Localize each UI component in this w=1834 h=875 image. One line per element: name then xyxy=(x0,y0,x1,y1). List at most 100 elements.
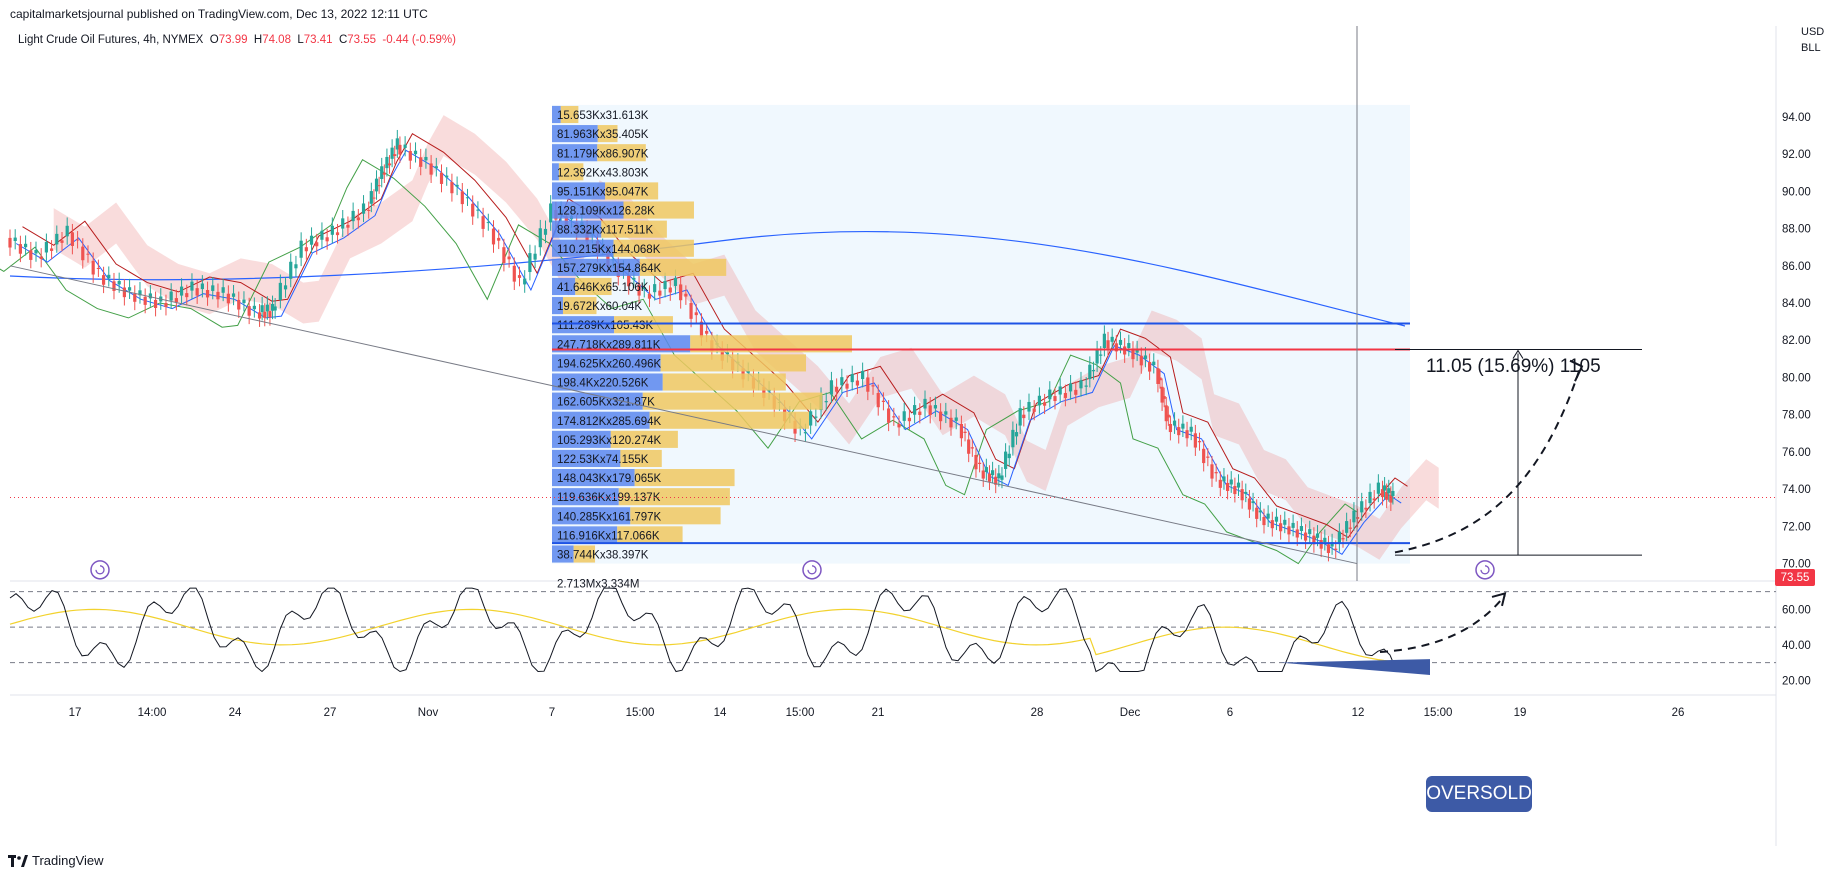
volume-profile-up-bar xyxy=(552,507,631,525)
candle-body xyxy=(86,253,90,255)
candle-body xyxy=(814,416,818,418)
candle-body xyxy=(1326,544,1331,554)
candle-body xyxy=(897,423,901,428)
candle-body xyxy=(1037,395,1041,406)
candle-body xyxy=(949,417,953,428)
candle-body xyxy=(49,248,54,251)
candle-body xyxy=(455,184,459,187)
volume-profile-label: 148.043Kx179.065K xyxy=(557,473,662,485)
candle-body xyxy=(1308,529,1312,535)
candle-body xyxy=(127,287,132,291)
volume-profile-up-bar xyxy=(552,105,561,124)
candle-body xyxy=(658,290,662,296)
candle-body xyxy=(1225,482,1230,491)
candle-body xyxy=(247,306,251,316)
candle-body xyxy=(1127,343,1131,349)
candle-body xyxy=(1222,476,1226,482)
replay-icon[interactable] xyxy=(90,560,110,580)
candle-body xyxy=(445,175,449,178)
high-label: H xyxy=(253,34,263,46)
volume-profile-down-bar xyxy=(618,488,730,506)
candle-body xyxy=(408,151,412,161)
currency-label[interactable]: USD BLL xyxy=(1801,24,1824,56)
candle-body xyxy=(1383,485,1387,491)
candle-body xyxy=(1139,355,1143,366)
candle-body xyxy=(512,265,516,282)
time-axis-tick: 21 xyxy=(872,707,885,719)
candle-body xyxy=(1355,517,1360,519)
volume-profile-down-bar xyxy=(662,373,786,391)
candle-body xyxy=(967,439,971,454)
volume-profile-label: 105.293Kx120.274K xyxy=(557,435,662,447)
candle-body xyxy=(403,144,407,148)
volume-profile-up-bar xyxy=(552,182,606,200)
candle-body xyxy=(679,284,683,301)
candle-body xyxy=(226,293,230,304)
candle-body xyxy=(81,246,85,261)
candle-body xyxy=(294,264,298,269)
candle-body xyxy=(1003,451,1008,469)
replay-icon[interactable] xyxy=(1475,560,1495,580)
volume-profile-up-bar xyxy=(552,545,574,563)
candle-body xyxy=(1099,354,1103,356)
candle-body xyxy=(1181,423,1185,429)
candle-body xyxy=(538,228,542,248)
volume-profile-down-bar xyxy=(575,277,612,296)
footer[interactable]: TradingView xyxy=(8,853,104,868)
price-chart[interactable]: 70.00 72.00 74.00 76.00 78.00 80.00 82.00 84.00… xyxy=(0,26,1834,846)
candle-body xyxy=(265,304,269,312)
volume-profile-total: 2.713Mx3.334M xyxy=(557,579,639,591)
candle-body xyxy=(517,275,522,278)
volume-profile-up-bar xyxy=(552,488,619,506)
volume-profile-label: 81.179Kx86.907K xyxy=(557,148,649,160)
candle-body xyxy=(211,285,215,291)
candle-body xyxy=(39,256,43,259)
volume-profile-up-bar xyxy=(552,125,598,143)
oversold-callout: OVERSOLD xyxy=(1426,776,1532,812)
volume-profile-down-bar xyxy=(617,526,683,544)
candle-body xyxy=(96,267,100,269)
candle-body xyxy=(1156,368,1160,384)
replay-icon[interactable] xyxy=(802,560,822,580)
candle-body xyxy=(169,291,173,301)
volume-profile-down-bar xyxy=(562,297,597,315)
candle-body xyxy=(351,210,355,222)
candle-body xyxy=(257,312,262,319)
candle-body xyxy=(393,154,397,157)
candle-body xyxy=(829,380,834,395)
volume-profile-up-bar xyxy=(552,449,621,468)
candle-body xyxy=(861,370,865,380)
candle-body xyxy=(1018,408,1022,426)
time-axis-tick: 28 xyxy=(1031,707,1044,719)
candle-body xyxy=(1106,340,1110,349)
volume-profile-down-bar xyxy=(649,411,810,429)
candle-body xyxy=(1095,349,1099,364)
candle-body xyxy=(367,209,371,211)
price-axis-tick: 94.00 xyxy=(1782,112,1811,124)
candle-body xyxy=(179,286,184,296)
candle-body xyxy=(465,197,470,199)
candle-body xyxy=(1091,370,1096,372)
ichimoku-cloud xyxy=(53,115,1439,560)
projection-arrowhead-price xyxy=(1569,359,1584,382)
candle-body xyxy=(278,282,282,300)
candle-body xyxy=(75,239,80,241)
candle-body xyxy=(387,163,392,166)
candle-body xyxy=(939,411,943,422)
volume-profile-up-bar xyxy=(552,258,640,276)
candle-body xyxy=(270,303,275,311)
candle-body xyxy=(273,306,277,311)
open-label: O xyxy=(209,34,219,46)
candle-body xyxy=(195,288,199,296)
candle-body xyxy=(491,228,496,245)
projection-arrow-rsi xyxy=(1379,594,1506,653)
candle-body xyxy=(1164,405,1168,422)
time-axis-tick: Dec xyxy=(1120,707,1141,719)
measure-arrowhead xyxy=(1512,349,1524,359)
candle-body xyxy=(1218,479,1222,488)
volume-profile-down-bar xyxy=(690,335,852,353)
candle-body xyxy=(1345,521,1349,533)
volume-profile-label: 15.653Kx31.613K xyxy=(557,110,649,122)
candle-body xyxy=(1380,489,1385,498)
candle-body xyxy=(725,352,730,355)
